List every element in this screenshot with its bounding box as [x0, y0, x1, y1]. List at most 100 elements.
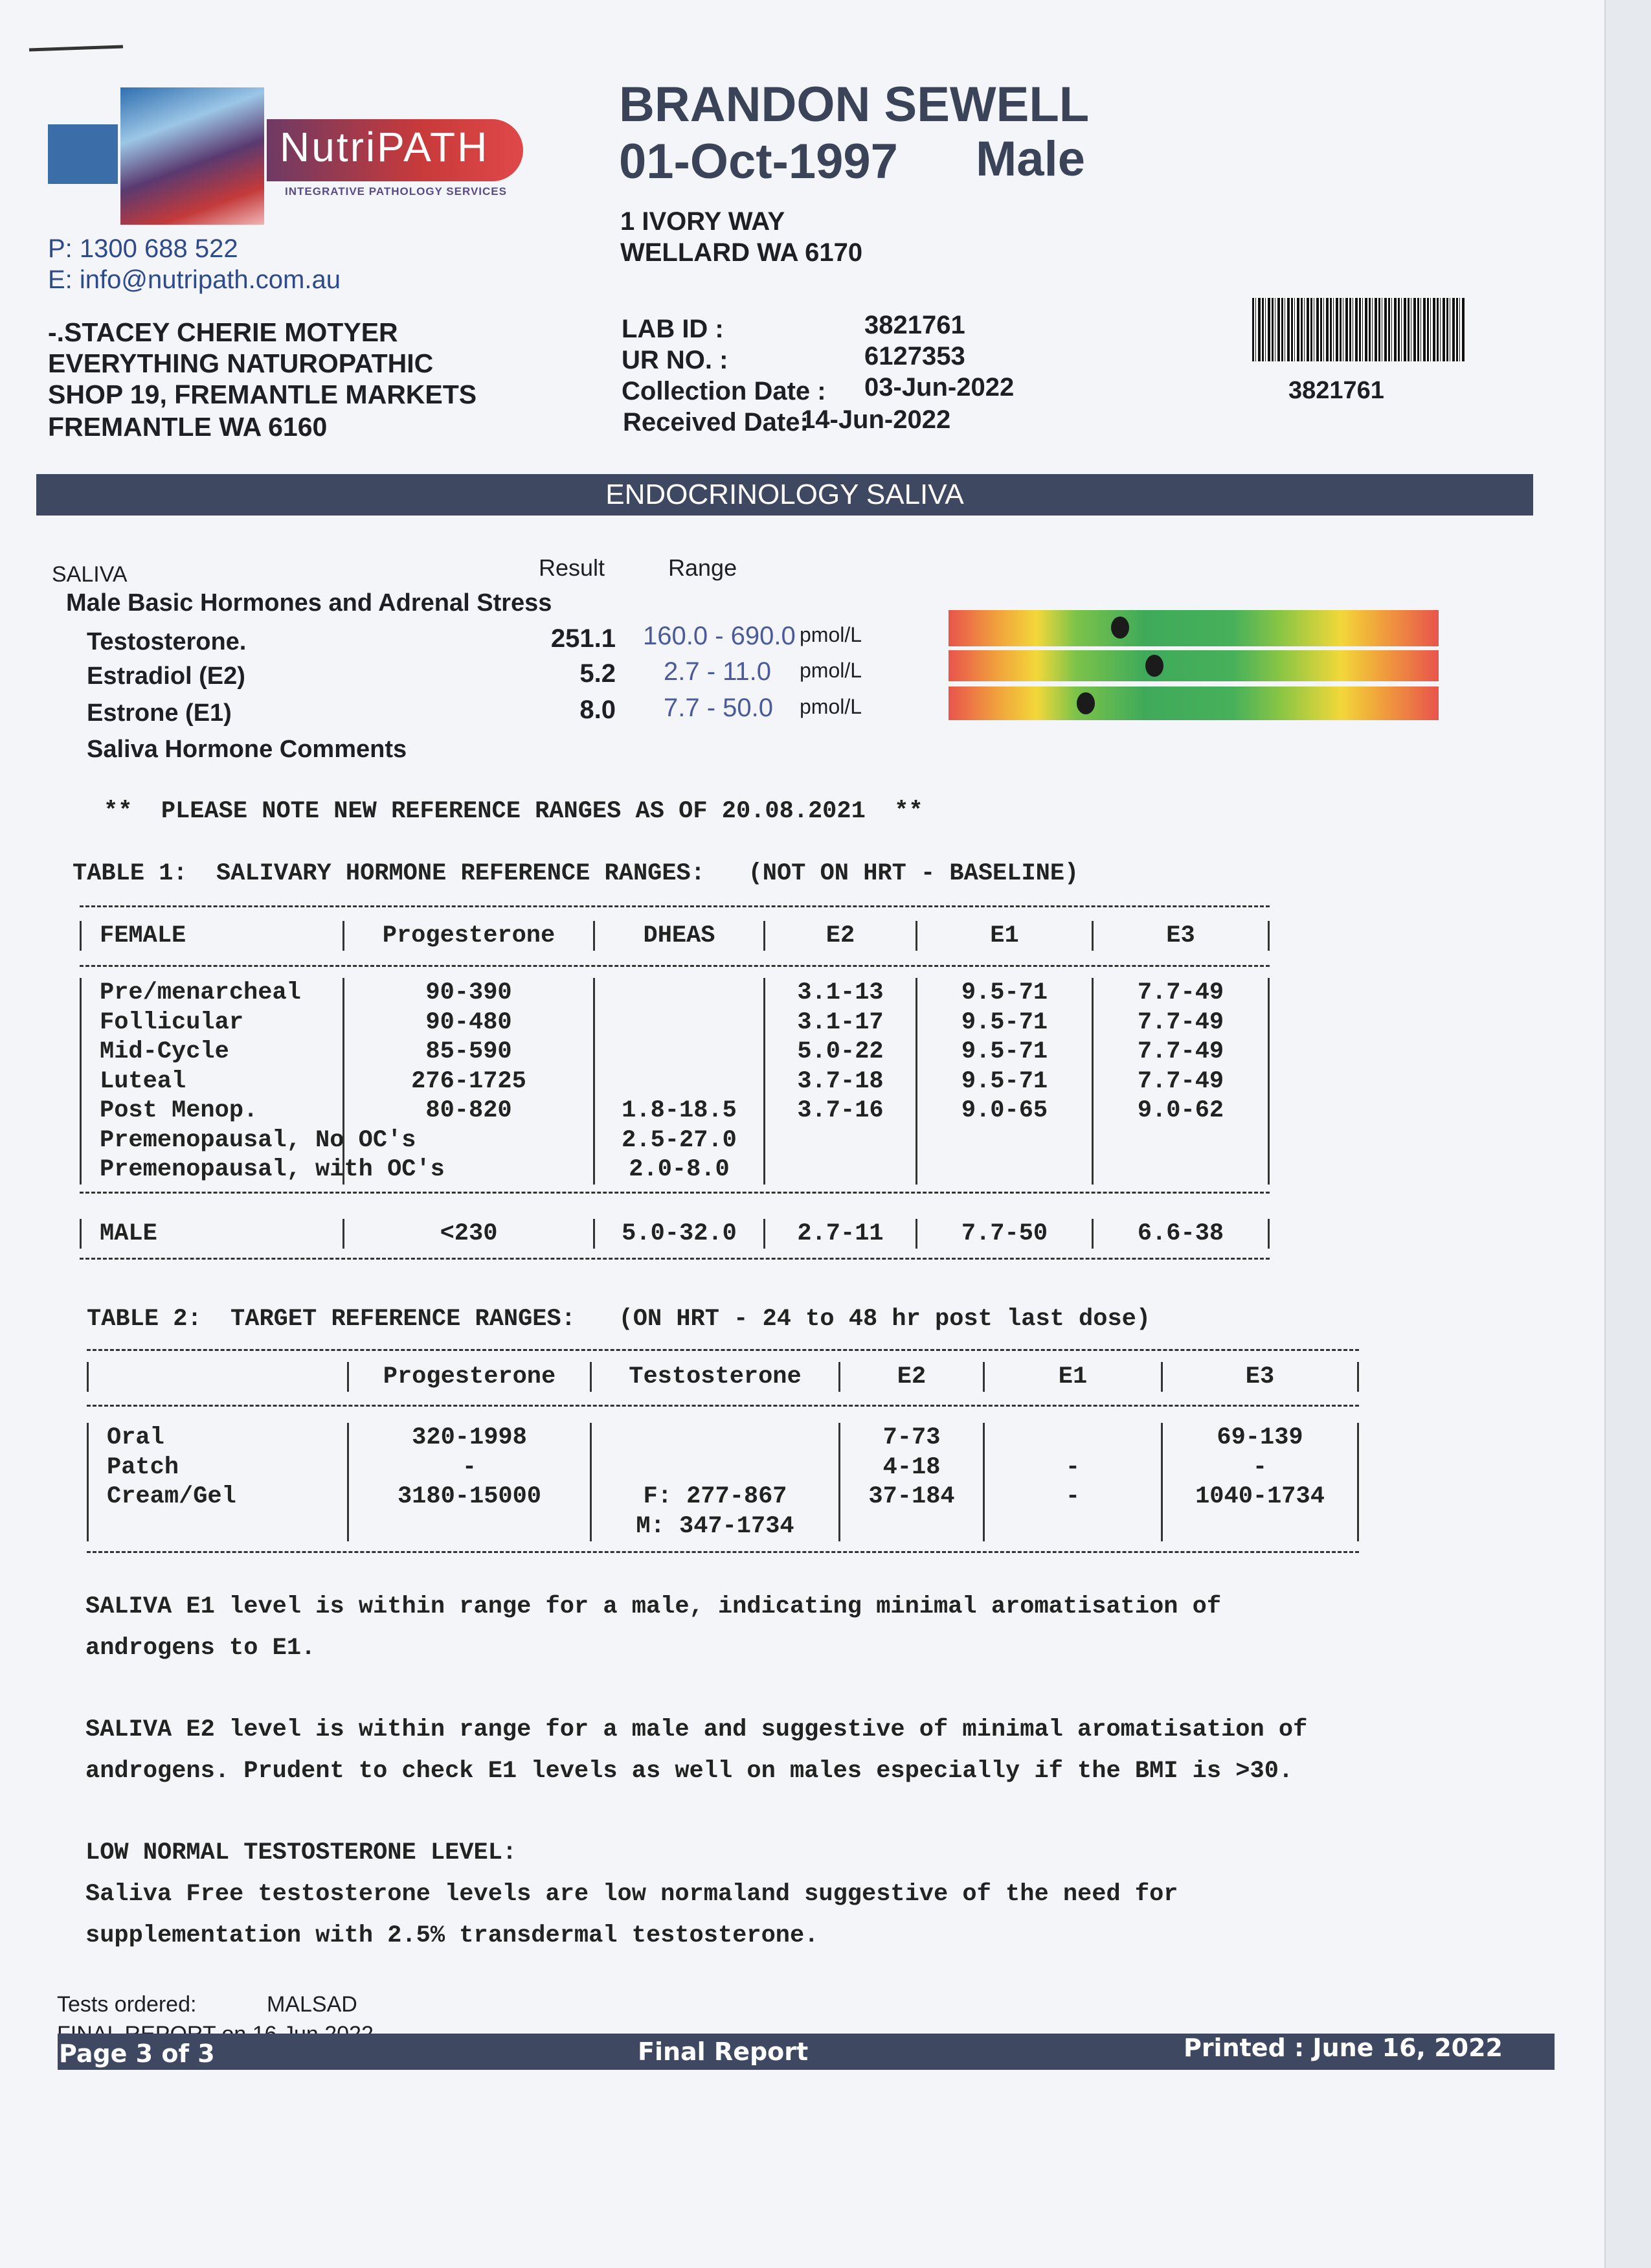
test-name: Testosterone. — [87, 628, 247, 655]
tests-ordered-label: Tests ordered: — [57, 1992, 197, 2017]
table2-title: TABLE 2: TARGET REFERENCE RANGES: (ON HR… — [87, 1306, 1151, 1333]
table-cell: Luteal — [80, 1066, 343, 1096]
comment-line: androgens to E1. — [85, 1635, 316, 1662]
dashed-rule — [87, 1551, 1359, 1553]
table-cell: 7.7-49 — [1092, 1066, 1270, 1096]
table-cell: 9.5-71 — [915, 1037, 1092, 1067]
table-cell — [915, 1125, 1092, 1155]
table-cell: Follicular — [80, 1007, 343, 1038]
table-cell: - — [983, 1482, 1161, 1512]
ur-no-label: UR NO. : — [622, 346, 728, 374]
dashed-rule — [80, 965, 1270, 967]
table-row-male: MALE <230 5.0-32.0 2.7-11 7.7-50 6.6-38 — [80, 1219, 1270, 1249]
logo-pill — [267, 119, 523, 181]
table-cell — [838, 1511, 983, 1541]
table-cell: 1040-1734 — [1161, 1482, 1359, 1512]
table-cell: - — [347, 1452, 590, 1482]
table-cell: 1.8-18.5 — [593, 1096, 763, 1126]
test-unit: pmol/L — [800, 659, 862, 682]
table-cell: 3180-15000 — [347, 1482, 590, 1512]
range-bar-estrone — [949, 686, 1439, 720]
table-cell: MALE — [80, 1219, 343, 1249]
table-cell: 9.0-62 — [1092, 1096, 1270, 1126]
result-marker — [1110, 617, 1129, 639]
table-cell: 90-390 — [343, 978, 593, 1008]
table-row: Oral 320-1998 7-73 69-139 — [87, 1423, 1359, 1453]
table-cell: - — [1161, 1452, 1359, 1482]
table-cell: 6.6-38 — [1092, 1219, 1270, 1249]
table-cell: E2 — [838, 1362, 983, 1392]
comments-heading: Saliva Hormone Comments — [87, 736, 407, 763]
table-cell: 7.7-49 — [1092, 1037, 1270, 1067]
table-cell — [87, 1362, 347, 1392]
table-cell: 2.7-11 — [763, 1219, 915, 1249]
table-cell: 276-1725 — [343, 1066, 593, 1096]
practitioner-business: EVERYTHING NATUROPATHIC — [48, 348, 434, 378]
table-cell — [87, 1511, 347, 1541]
specimen-label: SALIVA — [52, 562, 128, 587]
table-cell: FEMALE — [80, 921, 343, 951]
comment-line: LOW NORMAL TESTOSTERONE LEVEL: — [85, 1839, 517, 1866]
table-cell: E1 — [983, 1362, 1161, 1392]
lab-email: E: info@nutripath.com.au — [48, 266, 341, 294]
table-cell: E3 — [1161, 1362, 1359, 1392]
table-row: Mid-Cycle 85-590 5.0-22 9.5-71 7.7-49 — [80, 1037, 1270, 1067]
table-cell: 7.7-50 — [915, 1219, 1092, 1249]
table-cell: 90-480 — [343, 1007, 593, 1038]
table-cell — [593, 1037, 763, 1067]
table1-title: TABLE 1: SALIVARY HORMONE REFERENCE RANG… — [73, 860, 1079, 887]
collection-date-label: Collection Date : — [622, 377, 826, 405]
table-cell: 3.7-18 — [763, 1066, 915, 1096]
logo-tagline: INTEGRATIVE PATHOLOGY SERVICES — [285, 185, 507, 198]
logo-square — [48, 124, 118, 184]
table-cell: Post Menop. — [80, 1096, 343, 1126]
test-range: 160.0 - 690.0 — [643, 622, 796, 650]
table-cell: Premenopausal, No OC's — [80, 1125, 416, 1155]
table-cell: 7.7-49 — [1092, 978, 1270, 1008]
table-row: Follicular 90-480 3.1-17 9.5-71 7.7-49 — [80, 1007, 1270, 1038]
comment-line: Saliva Free testosterone levels are low … — [85, 1881, 1178, 1908]
patient-sex: Male — [976, 131, 1085, 187]
table-cell: 5.0-22 — [763, 1037, 915, 1067]
table-cell: Pre/menarcheal — [80, 978, 343, 1008]
table-cell: 2.0-8.0 — [593, 1155, 763, 1185]
footer-bar: Page 3 of 3 Final Report Printed : June … — [58, 2034, 1555, 2070]
table-cell: Cream/Gel — [87, 1482, 347, 1512]
test-result: 5.2 — [579, 659, 616, 688]
table-cell: 7-73 — [838, 1423, 983, 1453]
dashed-rule — [80, 905, 1270, 907]
received-date-label: Received Date: — [623, 408, 809, 437]
table-cell: 9.0-65 — [915, 1096, 1092, 1126]
table-cell: Testosterone — [590, 1362, 838, 1392]
table-cell: 9.5-71 — [915, 1007, 1092, 1038]
dashed-rule — [80, 1192, 1270, 1194]
test-unit: pmol/L — [800, 623, 862, 646]
table-row: Patch -4-18- - — [87, 1452, 1359, 1482]
table-cell — [343, 1125, 593, 1155]
table-header-row: Progesterone Testosterone E2 E1 E3 — [87, 1362, 1359, 1392]
scan-mark — [28, 45, 124, 52]
test-range: 2.7 - 11.0 — [664, 657, 772, 686]
table-cell: 3.7-16 — [763, 1096, 915, 1126]
practitioner-address: SHOP 19, FREMANTLE MARKETS — [48, 380, 477, 409]
table-cell — [343, 1155, 593, 1185]
page-number: Page 3 of 3 — [59, 2039, 215, 2068]
collection-date-value: 03-Jun-2022 — [864, 373, 1015, 402]
table-cell: DHEAS — [593, 921, 763, 951]
table-cell: 37-184 — [838, 1482, 983, 1512]
logo-name: NutriPATH — [280, 124, 489, 170]
dashed-rule — [87, 1349, 1359, 1351]
table-cell: Oral — [87, 1423, 347, 1453]
table-cell — [763, 1125, 915, 1155]
patient-name: BRANDON SEWELL — [619, 77, 1090, 132]
table-cell: F: 277-867 — [590, 1482, 838, 1512]
table-cell: 9.5-71 — [915, 1066, 1092, 1096]
table-cell — [915, 1155, 1092, 1185]
table-cell: Patch — [87, 1452, 347, 1482]
range-bar-estradiol — [949, 650, 1439, 681]
table-cell — [983, 1423, 1161, 1453]
logo-dna-image — [120, 87, 264, 225]
report-status: Final Report — [638, 2037, 809, 2066]
table-cell: 9.5-71 — [915, 978, 1092, 1008]
table-cell — [983, 1511, 1161, 1541]
